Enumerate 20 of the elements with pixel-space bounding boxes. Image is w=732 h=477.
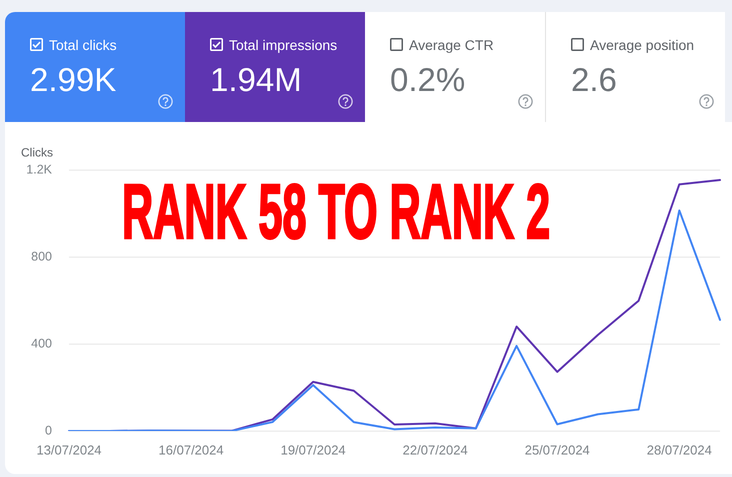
y-tick-label: 400 <box>31 336 52 350</box>
x-tick-label: 25/07/2024 <box>524 442 590 458</box>
text: Average CTR <box>409 37 494 53</box>
y-tick-label: 0 <box>45 423 52 438</box>
chart-title: RANK 58 TO RANK 2 <box>122 169 550 255</box>
x-tick-label: 28/07/2024 <box>646 442 712 458</box>
x-tick-label: 13/07/2024 <box>36 442 102 458</box>
y-tick-label: 800 <box>31 249 52 264</box>
x-tick-label: 19/07/2024 <box>280 442 346 458</box>
text: Total impressions <box>229 37 338 53</box>
x-tick-label: 16/07/2024 <box>158 442 224 458</box>
text: Average position <box>590 37 694 53</box>
text: 0.2% <box>390 61 466 98</box>
text: Total clicks <box>49 37 117 53</box>
x-tick-label: 22/07/2024 <box>402 442 468 458</box>
text: 2.6 <box>571 61 617 98</box>
y-axis-title: Clicks <box>21 145 53 160</box>
y-tick-label: 1.2K <box>26 162 53 176</box>
text: 2.99K <box>30 61 116 98</box>
text: 1.94M <box>210 61 302 98</box>
